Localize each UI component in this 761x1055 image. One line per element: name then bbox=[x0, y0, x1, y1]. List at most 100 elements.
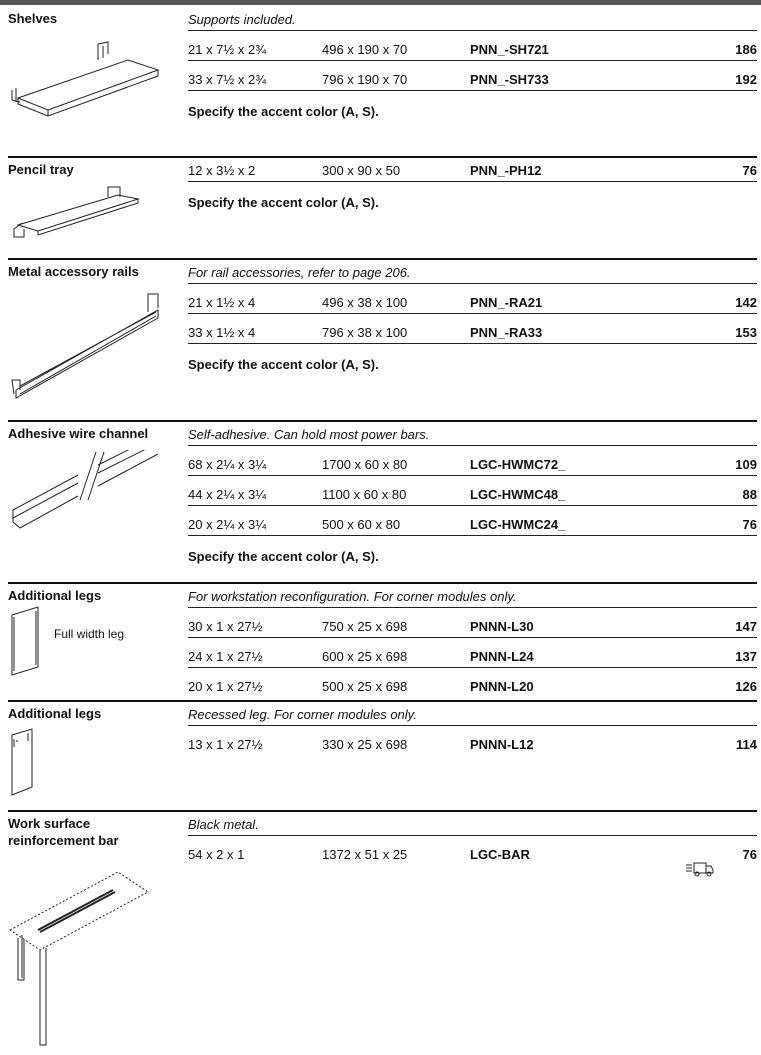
price: 186 bbox=[735, 42, 757, 57]
dimension: 20 x 1 x 27½ bbox=[188, 679, 263, 694]
product-code: PNN_-RA33 bbox=[470, 325, 543, 340]
recessed-leg-image bbox=[11, 728, 33, 796]
dimension: 24 x 1 x 27½ bbox=[188, 649, 263, 664]
product-code: PNNN-L20 bbox=[470, 679, 534, 694]
color-note: Specify the accent color (A, S). bbox=[188, 195, 379, 210]
dimension: 33 x 7½ x 2¾ bbox=[188, 72, 267, 87]
dimension: 1700 x 60 x 80 bbox=[322, 457, 408, 472]
dimension: 500 x 60 x 80 bbox=[322, 517, 401, 532]
row-rule bbox=[188, 181, 757, 182]
section-rule bbox=[8, 156, 757, 158]
section-note: Supports included. bbox=[188, 12, 296, 27]
dimension: 1100 x 60 x 80 bbox=[322, 487, 407, 502]
section-note: Black metal. bbox=[188, 817, 259, 832]
product-code: LGC-HWMC24_ bbox=[470, 517, 566, 532]
product-code: PNN_-PH12 bbox=[470, 163, 542, 178]
color-note: Specify the accent color (A, S). bbox=[188, 104, 379, 119]
channel-image bbox=[12, 450, 159, 529]
product-code: PNNN-L30 bbox=[470, 619, 534, 634]
product-code: LGC-HWMC48_ bbox=[470, 487, 566, 502]
product-code: PNN_-SH733 bbox=[470, 72, 549, 87]
row-rule bbox=[188, 607, 757, 608]
price: 109 bbox=[735, 457, 757, 472]
product-code: PNNN-L12 bbox=[470, 737, 534, 752]
row-rule bbox=[188, 313, 757, 314]
rail-image bbox=[11, 293, 159, 399]
section-rule bbox=[8, 420, 757, 422]
color-note: Specify the accent color (A, S). bbox=[188, 549, 379, 564]
row-rule bbox=[188, 535, 757, 536]
row-rule bbox=[188, 505, 757, 506]
row-rule bbox=[188, 60, 757, 61]
dimension: 496 x 38 x 100 bbox=[322, 295, 408, 310]
dimension: 44 x 2¼ x 3¼ bbox=[188, 487, 267, 502]
dimension: 54 x 2 x 1 bbox=[188, 847, 245, 862]
product-code: PNN_-RA21 bbox=[470, 295, 543, 310]
row-rule bbox=[188, 475, 757, 476]
row-rule bbox=[188, 725, 757, 726]
dimension: 796 x 38 x 100 bbox=[322, 325, 408, 340]
section-rule bbox=[8, 582, 757, 584]
price: 88 bbox=[742, 487, 757, 502]
price: 137 bbox=[735, 649, 757, 664]
dimension: 500 x 25 x 698 bbox=[322, 679, 408, 694]
section-title: Shelves bbox=[8, 11, 58, 26]
row-rule bbox=[188, 343, 757, 344]
price: 192 bbox=[735, 72, 757, 87]
price: 76 bbox=[742, 847, 757, 862]
section-title: Additional legs bbox=[8, 706, 102, 721]
dimension: 33 x 1½ x 4 bbox=[188, 325, 256, 340]
dimension: 750 x 25 x 698 bbox=[322, 619, 408, 634]
delivery-icon bbox=[686, 862, 714, 877]
dimension: 12 x 3½ x 2 bbox=[188, 163, 256, 178]
dimension: 21 x 7½ x 2¾ bbox=[188, 42, 267, 57]
full-leg-image bbox=[11, 606, 39, 676]
top-bar bbox=[0, 0, 761, 5]
section-title: Metal accessory rails bbox=[8, 264, 139, 279]
dimension: 300 x 90 x 50 bbox=[322, 163, 401, 178]
price: 76 bbox=[742, 163, 757, 178]
row-rule bbox=[188, 30, 757, 31]
section-title: Adhesive wire channel bbox=[8, 426, 149, 441]
section-rule bbox=[8, 258, 757, 260]
section-title: Pencil tray bbox=[8, 162, 74, 177]
dimension: 30 x 1 x 27½ bbox=[188, 619, 263, 634]
price: 147 bbox=[735, 619, 757, 634]
product-code: LGC-BAR bbox=[470, 847, 530, 862]
price: 142 bbox=[735, 295, 757, 310]
row-rule bbox=[188, 90, 757, 91]
dimension: 13 x 1 x 27½ bbox=[188, 737, 263, 752]
product-code: PNNN-L24 bbox=[470, 649, 534, 664]
price: 114 bbox=[736, 737, 757, 752]
section-note: For workstation reconfiguration. For cor… bbox=[188, 589, 517, 604]
price: 153 bbox=[735, 325, 757, 340]
section-rule bbox=[8, 810, 757, 812]
tray-image bbox=[13, 186, 140, 238]
price: 126 bbox=[735, 679, 757, 694]
section-note: Self-adhesive. Can hold most power bars. bbox=[188, 427, 430, 442]
shelf-image bbox=[11, 41, 160, 117]
dimension: 600 x 25 x 698 bbox=[322, 649, 408, 664]
dimension: 796 x 190 x 70 bbox=[322, 72, 408, 87]
row-rule bbox=[188, 835, 757, 836]
section-rule bbox=[8, 700, 757, 702]
section-note: Recessed leg. For corner modules only. bbox=[188, 707, 417, 722]
dimension: 330 x 25 x 698 bbox=[322, 737, 408, 752]
row-rule bbox=[188, 667, 757, 668]
section-note: For rail accessories, refer to page 206. bbox=[188, 265, 411, 280]
dimension: 20 x 2¼ x 3¼ bbox=[188, 517, 267, 532]
bar-image bbox=[9, 871, 149, 1046]
dimension: 496 x 190 x 70 bbox=[322, 42, 408, 57]
dimension: 21 x 1½ x 4 bbox=[188, 295, 256, 310]
product-code: PNN_-SH721 bbox=[470, 42, 549, 57]
dimension: 1372 x 51 x 25 bbox=[322, 847, 408, 862]
row-rule bbox=[188, 445, 757, 446]
product-code: LGC-HWMC72_ bbox=[470, 457, 566, 472]
color-note: Specify the accent color (A, S). bbox=[188, 357, 379, 372]
price: 76 bbox=[742, 517, 757, 532]
image-label: Full width leg bbox=[54, 627, 125, 641]
row-rule bbox=[188, 637, 757, 638]
section-title: Additional legs bbox=[8, 588, 102, 603]
row-rule bbox=[188, 283, 757, 284]
